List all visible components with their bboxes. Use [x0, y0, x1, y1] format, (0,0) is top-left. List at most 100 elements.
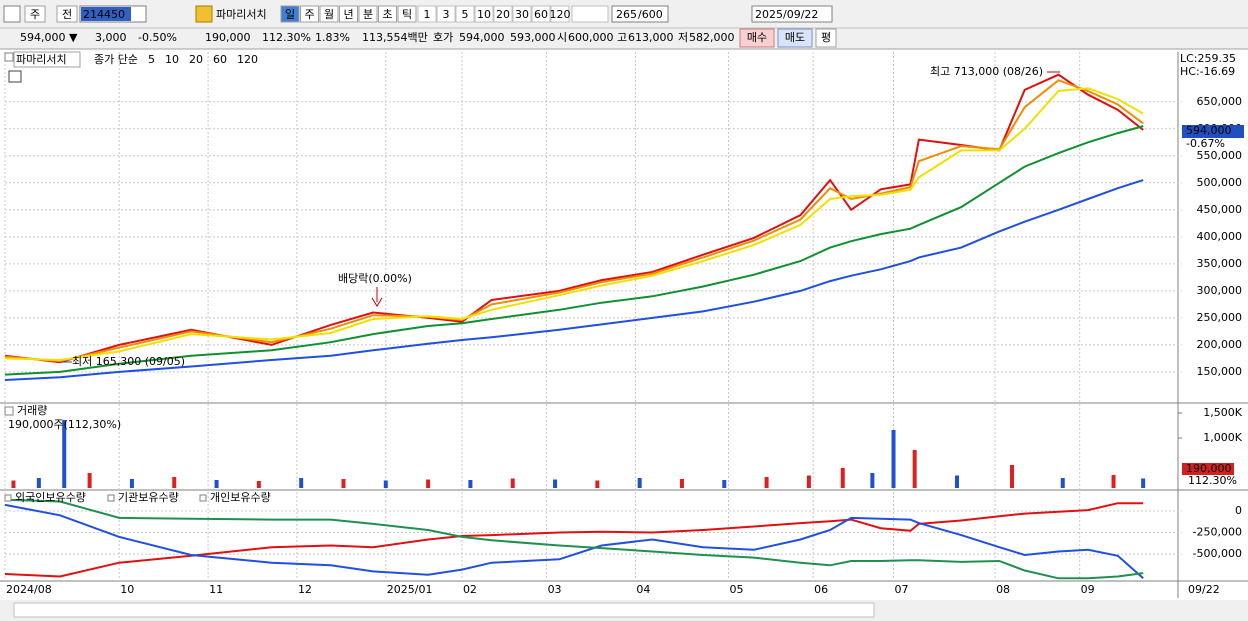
label: 594,000 ▼ [20, 31, 78, 44]
label[interactable]: 전 [62, 8, 72, 21]
button[interactable] [417, 5, 437, 23]
label[interactable]: 2025/09/22 [755, 8, 818, 21]
label: 113,554백만 [362, 31, 428, 44]
button[interactable] [531, 5, 551, 23]
volume-bar [722, 480, 727, 488]
label[interactable]: 초 [382, 8, 392, 21]
volume-bar [954, 475, 959, 488]
volume-bar [1009, 465, 1014, 488]
series-line [4, 503, 1144, 580]
volume-bar [870, 473, 875, 488]
button[interactable] [777, 28, 813, 48]
y-tick-label: 1,500K [1203, 406, 1242, 419]
label: 613,000 [628, 31, 674, 44]
button[interactable] [436, 5, 456, 23]
button[interactable] [751, 5, 833, 23]
label[interactable]: 평 [821, 31, 831, 44]
button[interactable] [815, 28, 837, 48]
button[interactable] [319, 5, 339, 23]
volume-bar [1141, 478, 1146, 488]
x-end-label: 09/22 [1188, 583, 1220, 596]
label[interactable]: 주 [30, 8, 40, 21]
volume-bar [214, 480, 219, 488]
x-tick-label: 03 [548, 583, 562, 596]
label[interactable]: 30 [515, 8, 529, 21]
y-tick-label: 350,000 [1197, 257, 1243, 270]
button[interactable] [571, 5, 609, 23]
button[interactable] [397, 5, 417, 23]
label[interactable]: 3 [443, 8, 450, 21]
y-axis-bg [1178, 52, 1248, 600]
y-tick-label: 400,000 [1197, 230, 1243, 243]
button[interactable] [474, 5, 494, 23]
label[interactable]: 주 [304, 8, 314, 21]
label[interactable]: 20 [496, 8, 510, 21]
label: 고 [617, 31, 627, 44]
y-tick-label: 550,000 [1197, 149, 1243, 162]
button[interactable] [611, 5, 669, 23]
volume-bar [840, 468, 845, 488]
label: 594,000 [459, 31, 505, 44]
label[interactable]: 120 [550, 8, 571, 21]
label[interactable]: 매수 [747, 31, 767, 44]
button[interactable] [280, 5, 300, 23]
button[interactable] [339, 5, 358, 23]
volume-bar [62, 420, 67, 488]
label: 190,000 [205, 31, 251, 44]
button[interactable] [550, 5, 570, 23]
annotation: 최저 165,300 (09/05) [72, 355, 185, 368]
button[interactable] [300, 5, 319, 23]
label[interactable]: 60 [534, 8, 548, 21]
current-price-bg [1182, 125, 1244, 138]
series-line [4, 179, 1144, 381]
button[interactable] [739, 28, 775, 48]
x-tick-label: 02 [463, 583, 477, 596]
x-tick-label: 11 [209, 583, 223, 596]
label[interactable]: 일 [285, 7, 295, 21]
label[interactable]: 265 [616, 8, 637, 21]
label[interactable]: 파마리서치 [216, 8, 267, 21]
label[interactable]: 1 [424, 8, 431, 21]
button[interactable] [493, 5, 513, 23]
button[interactable] [358, 5, 378, 23]
volume-bar [806, 475, 811, 488]
volume-bar [426, 479, 431, 488]
label[interactable]: 5 [462, 8, 469, 21]
annotation: 190,000주(112,30%) [8, 418, 121, 431]
axis-label-bg [1179, 52, 1248, 78]
label[interactable]: 10 [477, 8, 491, 21]
y-tick-label: 0 [1235, 504, 1242, 517]
legend-entry: 10 [165, 53, 179, 66]
series-line [4, 498, 1144, 580]
label[interactable]: 틱 [402, 8, 412, 21]
label: -0.50% [138, 31, 177, 44]
button[interactable] [378, 5, 397, 23]
volume-bar [87, 473, 92, 488]
scroll-track[interactable] [13, 602, 875, 618]
label[interactable]: 매도 [785, 31, 805, 44]
label[interactable]: 년 [343, 8, 353, 21]
x-tick-label: 09 [1081, 583, 1095, 596]
button[interactable] [24, 5, 46, 23]
volume-bar [553, 479, 558, 488]
label[interactable]: 분 [363, 8, 373, 21]
button[interactable] [56, 5, 78, 23]
label[interactable]: 월 [324, 8, 334, 21]
button[interactable] [455, 5, 475, 23]
y-tick-label: -500,000 [1193, 547, 1242, 560]
button[interactable] [195, 5, 213, 23]
button[interactable] [512, 5, 532, 23]
button[interactable] [3, 5, 21, 23]
legend-entry: 기관보유수량 [118, 491, 179, 504]
current-rate: 112.30% [1188, 474, 1237, 487]
label[interactable]: 214450 [83, 8, 125, 21]
button [4, 406, 14, 416]
x-tick-label: 10 [120, 583, 134, 596]
volume-bar [637, 478, 642, 488]
label: 3,000 [95, 31, 127, 44]
x-tick-label: 08 [996, 583, 1010, 596]
legend-entry: 외국인보유수량 [15, 491, 86, 504]
x-tick-label: 05 [730, 583, 744, 596]
lc-label: LC:259.35 [1180, 52, 1236, 65]
